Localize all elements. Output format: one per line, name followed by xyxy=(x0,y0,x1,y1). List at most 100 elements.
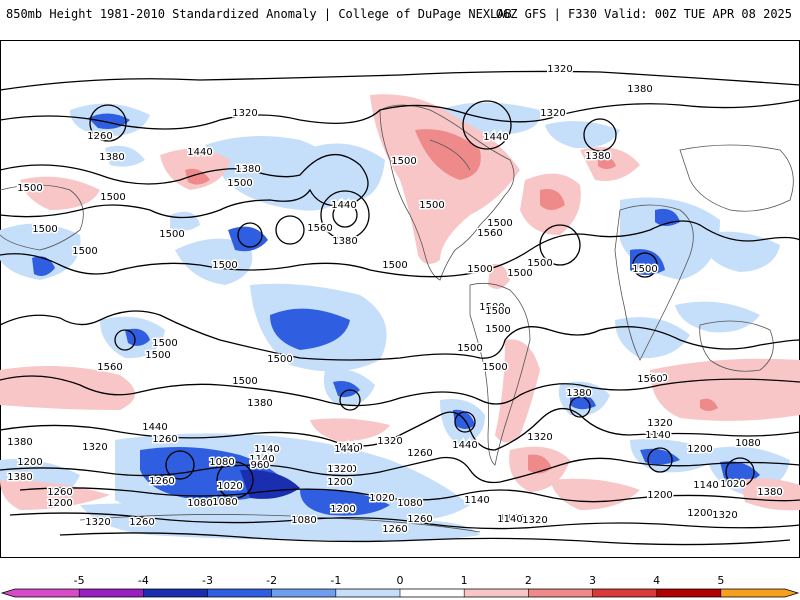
contour-label: 1500 xyxy=(485,324,510,335)
contour-label: 1080 xyxy=(187,498,212,509)
colorbar-tick-label: -2 xyxy=(266,574,277,587)
colorbar-segment xyxy=(592,589,658,597)
contour-label: 1500 xyxy=(100,192,125,203)
contour-label: 1380 xyxy=(7,437,32,448)
contour-label: 1380 xyxy=(235,164,260,175)
contour-label: 1140 xyxy=(499,513,524,524)
colorbar-outline xyxy=(0,588,800,598)
contour-label: 1380 xyxy=(566,388,591,399)
contour-label: 1200 xyxy=(17,457,42,468)
contour-label: 1440 xyxy=(331,200,356,211)
contour-label: 1020 xyxy=(720,479,745,490)
coastlines xyxy=(0,104,794,533)
contour-label: 1500 xyxy=(457,343,482,354)
contour-label: 1200 xyxy=(331,464,356,475)
contour-label: 1320 xyxy=(377,436,402,447)
contour-label: 1200 xyxy=(647,490,672,501)
contour-label: 1320 xyxy=(327,464,352,475)
title-bar: 850mb Height 1981-2010 Standardized Anom… xyxy=(0,0,800,30)
contour-label: 1500 xyxy=(72,246,97,257)
contour-label: 1500 xyxy=(527,258,552,269)
contour-label: 1500 xyxy=(32,224,57,235)
colorbar-tick-label: 2 xyxy=(525,574,532,587)
contour-label: 1500 xyxy=(227,178,252,189)
contour-label: 1440 xyxy=(483,132,508,143)
contour-label: 1320 xyxy=(547,64,572,75)
contour-label: 1500 xyxy=(267,354,292,365)
contour-label: 1500 xyxy=(391,156,416,167)
colorbar-segment xyxy=(464,589,529,597)
contour-label: 1320 xyxy=(522,515,547,526)
contour-label: 1320 xyxy=(232,108,257,119)
contour-label: 1440 xyxy=(337,442,362,453)
colorbar-segment xyxy=(15,589,80,597)
contour-label: 1500 xyxy=(419,200,444,211)
colorbar-tick-label: -3 xyxy=(202,574,213,587)
contour-label: 1080 xyxy=(397,498,422,509)
contour-label: 1500 xyxy=(487,218,512,229)
colorbar-tick-label: 0 xyxy=(397,574,404,587)
contour-label: 1080 xyxy=(212,497,237,508)
contour-label: 1320 xyxy=(85,517,110,528)
colorbar-left-arrow xyxy=(2,589,15,597)
contour-label: 1500 xyxy=(17,183,42,194)
contour-label: 1500 xyxy=(467,264,492,275)
contour-label: 1260 xyxy=(407,448,432,459)
contour-label: 1380 xyxy=(7,472,32,483)
contour-label: 1080 xyxy=(209,457,234,468)
map-title: 850mb Height 1981-2010 Standardized Anom… xyxy=(6,7,512,21)
contour-label: 1260 xyxy=(149,476,174,487)
contour-label: 1260 xyxy=(152,434,177,445)
colorbar-segment xyxy=(720,589,786,597)
contour-label: 1440 xyxy=(187,147,212,158)
colorbar-right-arrow xyxy=(785,589,798,597)
contour-label: 1140 xyxy=(464,495,489,506)
contour-label: 1380 xyxy=(99,152,124,163)
contour-label: 1500 xyxy=(632,264,657,275)
contour-label: 1500 xyxy=(145,350,170,361)
height-contours xyxy=(0,70,800,546)
contour-label: 1140 xyxy=(497,514,522,525)
colorbar-segment xyxy=(400,589,465,597)
colorbar-tick-label: -5 xyxy=(74,574,85,587)
contour-label: 1320 xyxy=(540,108,565,119)
contour-label: 1020 xyxy=(217,481,242,492)
contour-label: 1500 xyxy=(212,260,237,271)
colorbar-tick-label: -4 xyxy=(138,574,149,587)
colorbar-tick-label: 4 xyxy=(653,574,660,587)
colorbar-tick-label: 5 xyxy=(717,574,724,587)
contour-label: 1380 xyxy=(247,398,272,409)
model-run-info: 06Z GFS | F330 Valid: 00Z TUE APR 08 202… xyxy=(495,7,792,21)
contour-label: 1260 xyxy=(87,131,112,142)
contour-label: 1140 xyxy=(254,444,279,455)
anomaly-map[interactable]: 1320 1380 1260 1380 1320 1440 1500 1380 1380 1500… xyxy=(0,40,800,558)
contour-label: 1320 xyxy=(527,432,552,443)
contour-label: 1260 xyxy=(129,517,154,528)
colorbar-segment xyxy=(143,589,208,597)
colorbar-segment xyxy=(528,589,593,597)
colorbar-segment xyxy=(79,589,144,597)
colorbar-segment xyxy=(207,589,273,597)
contour-label: 1500 xyxy=(479,302,504,313)
contour-label: 1560 xyxy=(97,362,122,373)
contour-label: 1560 xyxy=(637,374,662,385)
contour-label: 1260 xyxy=(47,487,72,498)
contour-label: 1320 xyxy=(712,510,737,521)
contour-label: 1440 xyxy=(452,440,477,451)
contour-label: 1080 xyxy=(735,438,760,449)
contour-label: 1380 xyxy=(585,151,610,162)
contour-label: 1560 xyxy=(642,373,667,384)
positive-anomaly-regions xyxy=(0,94,800,511)
contour-label: 1200 xyxy=(687,444,712,455)
contour-label: 1560 xyxy=(307,223,332,234)
colorbar-tick-label: 1 xyxy=(461,574,468,587)
contour-label: 1500 xyxy=(485,306,510,317)
contour-label: 1140 xyxy=(645,430,670,441)
colorbar-segment xyxy=(335,589,401,597)
contour-label: 1140 xyxy=(249,454,274,465)
anomaly-colorbar: -5 -4 -3 -2 -1 0 1 2 3 4 5 xyxy=(0,572,800,600)
contour-label: 1260 xyxy=(407,514,432,525)
contour-label: 1260 xyxy=(382,524,407,535)
colorbar-tick-label: -1 xyxy=(330,574,341,587)
colorbar-segment xyxy=(271,589,337,597)
